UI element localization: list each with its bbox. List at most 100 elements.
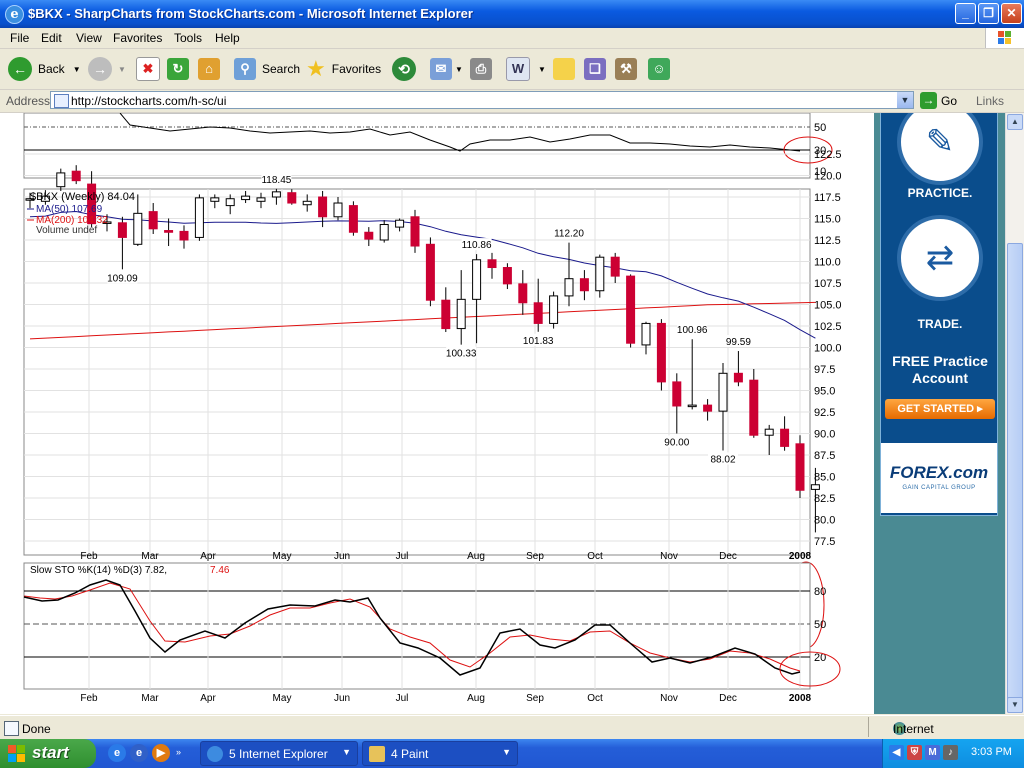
minimize-button[interactable]: _ xyxy=(955,3,976,24)
print-button[interactable]: ⎙ xyxy=(470,55,492,83)
quicklaunch-ie2-icon[interactable]: e xyxy=(130,744,148,762)
menu-view[interactable]: View xyxy=(76,31,102,45)
start-button[interactable]: start xyxy=(0,739,96,768)
go-button[interactable]: → Go xyxy=(920,92,957,109)
restore-button[interactable]: ❐ xyxy=(978,3,999,24)
chevron-down-icon: ▼ xyxy=(342,747,351,757)
candle-body xyxy=(472,259,482,300)
scroll-down-icon[interactable]: ▼ xyxy=(1007,697,1023,713)
menu-favorites[interactable]: Favorites xyxy=(113,31,163,45)
ie-group-label: 5 Internet Explorer xyxy=(229,747,328,761)
candle-body xyxy=(549,295,559,324)
address-input[interactable]: http://stockcharts.com/h-sc/ui ▼ xyxy=(50,91,914,109)
research-button[interactable]: ❏ xyxy=(584,55,606,83)
history-button[interactable]: ⟲ xyxy=(392,55,416,83)
status-bar: Done Internet xyxy=(0,715,1024,740)
messenger-button[interactable]: ☺ xyxy=(648,55,670,83)
candle-body xyxy=(610,256,620,277)
tray-volume-icon[interactable]: ♪ xyxy=(943,745,958,760)
tray-back-icon[interactable]: ◀ xyxy=(889,745,904,760)
menu-tools[interactable]: Tools xyxy=(174,31,203,45)
get-started-button[interactable]: GET STARTED ▸ xyxy=(885,399,995,419)
vertical-scrollbar[interactable]: ▲ ▼ xyxy=(1005,113,1024,714)
candle-body xyxy=(318,196,328,218)
price-y-tick: 85.0 xyxy=(814,472,835,484)
menu-file[interactable]: File xyxy=(10,31,30,45)
refresh-button[interactable]: ↻ xyxy=(167,55,189,83)
price-x-label: Oct xyxy=(587,551,603,562)
search-button[interactable]: ⚲ Search xyxy=(234,55,300,83)
chevron-down-icon[interactable]: ▼ xyxy=(118,64,126,74)
home-button[interactable]: ⌂ xyxy=(198,55,220,83)
candle-body xyxy=(148,211,158,230)
word-icon: W xyxy=(506,57,530,81)
legend-volume: Volume undef xyxy=(36,225,97,236)
edit-button[interactable]: W ▼ xyxy=(506,55,546,83)
ad-practice-label: PRACTICE. xyxy=(907,186,973,200)
paint-icon xyxy=(369,746,385,762)
legend-ma200: MA(200) 104.32 xyxy=(36,215,108,226)
address-url[interactable]: http://stockcharts.com/h-sc/ui xyxy=(71,94,227,108)
price-y-tick: 87.5 xyxy=(814,450,835,462)
price-annotation: 118.45 xyxy=(261,175,291,186)
candle-body xyxy=(179,230,189,241)
taskbar-paint-group[interactable]: 4 Paint ▼ xyxy=(362,741,518,766)
tools-button[interactable]: ⚒ xyxy=(615,55,637,83)
scrollbar-thumb[interactable] xyxy=(1007,243,1023,713)
stop-button[interactable]: ✖ xyxy=(136,55,160,83)
tools-icon: ⚒ xyxy=(615,58,637,80)
favorites-label: Favorites xyxy=(331,62,382,76)
zone-label: Internet xyxy=(893,722,934,736)
history-icon: ⟲ xyxy=(392,57,416,81)
annotation-bg xyxy=(677,323,708,336)
candle-body xyxy=(25,198,35,201)
sto-x-label: Dec xyxy=(719,693,737,704)
mail-button[interactable]: ✉ ▼ xyxy=(430,55,463,83)
candle-body xyxy=(656,322,666,383)
tray-shield-icon[interactable]: ⛨ xyxy=(907,745,922,760)
menu-help[interactable]: Help xyxy=(215,31,240,45)
sto-y-tick: 80 xyxy=(814,586,826,598)
security-zone: Internet xyxy=(868,717,1021,737)
quicklaunch-ie-icon[interactable]: e xyxy=(108,744,126,762)
chevron-down-icon[interactable]: ▼ xyxy=(538,64,546,74)
quicklaunch-expand-icon[interactable]: » xyxy=(176,747,182,757)
price-x-label: 2008 xyxy=(789,551,812,562)
price-y-tick: 92.5 xyxy=(814,407,835,419)
candle-body xyxy=(271,191,281,198)
price-annotation: 100.33 xyxy=(446,349,477,360)
candle-body xyxy=(810,484,820,490)
chevron-down-icon[interactable]: ▼ xyxy=(897,92,913,108)
windows-flag-icon xyxy=(8,745,25,762)
candle-body xyxy=(718,372,728,412)
price-y-tick: 117.5 xyxy=(814,192,841,204)
links-label[interactable]: Links xyxy=(976,94,1005,108)
candle-body xyxy=(672,381,682,407)
annotation-bg xyxy=(723,335,754,348)
star-icon: ★ xyxy=(306,56,326,81)
candle-body xyxy=(225,198,235,207)
candle-body xyxy=(287,192,297,204)
price-y-tick: 100.0 xyxy=(814,343,842,355)
chevron-down-icon[interactable]: ▼ xyxy=(72,64,81,74)
back-button[interactable]: ← Back ▼ xyxy=(8,55,81,83)
taskbar-ie-group[interactable]: 5 Internet Explorer ▼ xyxy=(200,741,358,766)
candle-body xyxy=(410,216,420,247)
stop-icon: ✖ xyxy=(136,57,160,81)
chevron-down-icon[interactable]: ▼ xyxy=(455,64,463,74)
tray-m-icon[interactable]: M xyxy=(925,745,940,760)
scroll-up-icon[interactable]: ▲ xyxy=(1007,114,1023,130)
price-annotation: 99.59 xyxy=(726,337,751,348)
candle-body xyxy=(733,372,743,383)
sto-x-label: Oct xyxy=(587,693,603,704)
refresh-icon: ↻ xyxy=(167,58,189,80)
menu-edit[interactable]: Edit xyxy=(41,31,62,45)
forex-ad[interactable]: ✎ PRACTICE. ⇄ TRADE. FREE Practice Accou… xyxy=(880,113,998,516)
windows-logo-icon xyxy=(985,28,1024,48)
favorites-button[interactable]: ★ Favorites xyxy=(306,55,381,83)
forward-button[interactable]: → ▼ xyxy=(88,55,126,83)
close-button[interactable]: ✕ xyxy=(1001,3,1022,24)
discuss-button[interactable] xyxy=(553,55,575,83)
quicklaunch-media-player-icon[interactable]: ▶ xyxy=(152,744,170,762)
candle-body xyxy=(595,256,605,292)
